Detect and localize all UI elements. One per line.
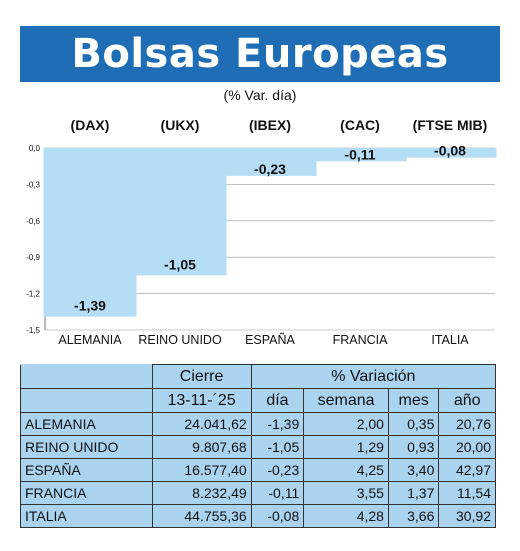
row-mes: 0,35 (387, 412, 440, 436)
header-ano: año (438, 388, 496, 413)
table-header-row: Cierre % Variación (20, 364, 497, 389)
index-label: (UKX) (161, 117, 200, 133)
bar-chart: 0,0 -0,3 -0,6 -0,9 -1,2 -1,5 (DAX) -1,39 ALEMANI… (26, 117, 497, 347)
header-cierre: Cierre (151, 364, 252, 389)
x-tick-label: ESPAÑA (245, 333, 295, 347)
index-label: (FTSE MIB) (413, 117, 488, 133)
row-country: REINO UNIDO (20, 435, 153, 459)
row-dia: -1,05 (250, 435, 305, 459)
x-tick-label: ALEMANIA (58, 333, 122, 347)
table-row: ESPAÑA 16.577,40 -0,23 4,25 3,40 42,97 (20, 458, 496, 482)
row-semana: 4,25 (303, 458, 389, 482)
row-ano: 42,97 (438, 458, 496, 482)
data-table: Cierre % Variación 13-11-´25 día semana … (20, 364, 497, 528)
data-label: -1,05 (164, 256, 196, 272)
header-date: 13-11-´25 (151, 388, 252, 413)
bar (43, 148, 137, 317)
row-dia: -0,23 (250, 458, 305, 482)
y-tick-label: -1,2 (26, 290, 40, 299)
row-mes: 0,93 (387, 435, 440, 459)
row-mes: 1,37 (387, 481, 440, 505)
table-row: FRANCIA 8.232,49 -0,11 3,55 1,37 11,54 (20, 481, 496, 505)
x-tick-label: ITALIA (431, 333, 469, 347)
y-tick-label: -0,9 (26, 253, 40, 262)
row-cierre: 9.807,68 (151, 435, 252, 459)
chart-title: Bolsas Europeas (20, 26, 500, 82)
row-ano: 20,00 (438, 435, 496, 459)
row-semana: 4,28 (303, 504, 389, 528)
row-cierre: 8.232,49 (151, 481, 252, 505)
x-tick-label: FRANCIA (333, 333, 389, 347)
row-semana: 1,29 (303, 435, 389, 459)
subheader-blank (20, 388, 153, 413)
row-dia: -0,11 (250, 481, 305, 505)
row-country: ESPAÑA (20, 458, 153, 482)
bar (133, 148, 227, 276)
bar (403, 148, 497, 158)
y-tick-label: -1,5 (26, 326, 40, 335)
row-ano: 30,92 (438, 504, 496, 528)
table-subheader-row: 13-11-´25 día semana mes año (20, 388, 496, 413)
row-semana: 3,55 (303, 481, 389, 505)
row-cierre: 44.755,36 (151, 504, 252, 528)
table-row: ALEMANIA 24.041,62 -1,39 2,00 0,35 20,76 (20, 412, 496, 436)
row-semana: 2,00 (303, 412, 389, 436)
index-label: (DAX) (71, 117, 110, 133)
row-dia: -1,39 (250, 412, 305, 436)
bar (223, 148, 317, 176)
row-country: FRANCIA (20, 481, 153, 505)
header-variacion: % Variación (250, 364, 497, 389)
row-ano: 11,54 (438, 481, 496, 505)
row-mes: 3,66 (387, 504, 440, 528)
index-label: (CAC) (340, 117, 380, 133)
row-country: ITALIA (20, 504, 153, 528)
header-semana: semana (303, 388, 389, 413)
y-tick-label: -0,6 (26, 217, 40, 226)
data-label: -0,08 (434, 143, 466, 159)
index-label: (IBEX) (249, 117, 291, 133)
row-country: ALEMANIA (20, 412, 153, 436)
data-label: -1,39 (74, 298, 106, 314)
row-cierre: 24.041,62 (151, 412, 252, 436)
row-dia: -0,08 (250, 504, 305, 528)
table-row: ITALIA 44.755,36 -0,08 4,28 3,66 30,92 (20, 504, 496, 528)
header-mes: mes (387, 388, 440, 413)
row-ano: 20,76 (438, 412, 496, 436)
header-blank (20, 364, 153, 389)
data-label: -0,23 (254, 161, 286, 177)
row-cierre: 16.577,40 (151, 458, 252, 482)
y-tick-label: -0,3 (26, 180, 40, 189)
bar (313, 148, 407, 162)
header-dia: día (250, 388, 305, 413)
row-mes: 3,40 (387, 458, 440, 482)
chart-subtitle: (% Var. día) (223, 87, 297, 103)
data-label: -0,11 (344, 146, 375, 162)
x-tick-label: REINO UNIDO (138, 333, 222, 347)
table-row: REINO UNIDO 9.807,68 -1,05 1,29 0,93 20,… (20, 435, 496, 459)
y-tick-label: 0,0 (29, 144, 41, 153)
